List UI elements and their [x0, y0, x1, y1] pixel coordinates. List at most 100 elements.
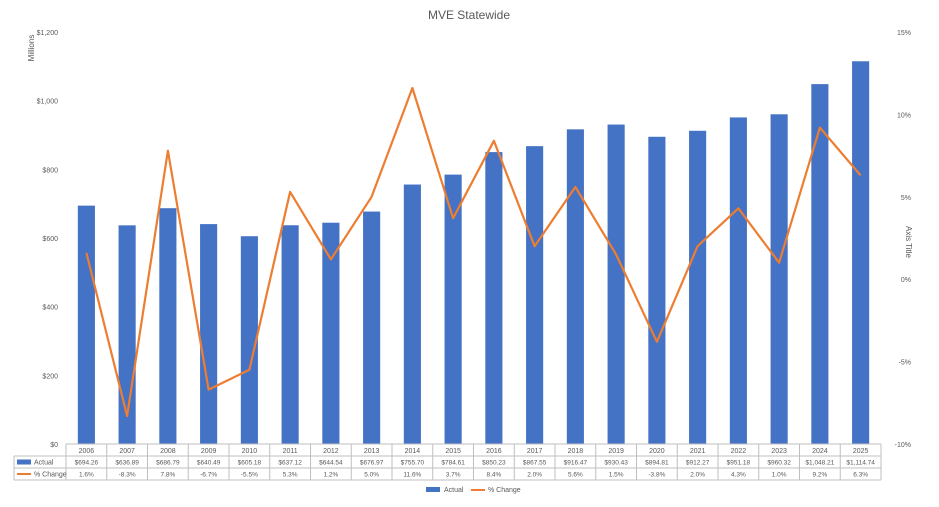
x-tick-label: 2022: [731, 448, 747, 455]
y-left-tick-label: $0: [50, 442, 58, 449]
table-cell: $1,048.21: [805, 460, 834, 467]
legend: Actual % Change: [426, 487, 521, 494]
percent-change-line: [85, 86, 862, 418]
table-cell: $930.43: [604, 460, 628, 467]
bar: [363, 211, 381, 444]
line-series-percent-change: [85, 86, 862, 418]
bar: [485, 152, 503, 444]
table-cell: $605.18: [238, 460, 262, 467]
x-tick-label: 2014: [405, 448, 421, 455]
table-cell: 1.2%: [323, 472, 338, 479]
bar: [240, 236, 258, 444]
x-tick-label: 2023: [771, 448, 787, 455]
x-tick-label: 2007: [119, 448, 135, 455]
table-cell: 7.8%: [160, 472, 175, 479]
bar-series-actual: [77, 61, 870, 445]
table-cell: 1.6%: [79, 472, 94, 479]
bar: [729, 117, 747, 445]
x-tick-label: 2020: [649, 448, 665, 455]
x-tick-label: 2015: [445, 448, 461, 455]
x-tick-label: 2018: [568, 448, 584, 455]
x-tick-label: 2010: [242, 448, 258, 455]
y-left-tick-label: $1,200: [37, 30, 59, 37]
table-cell: 5.0%: [364, 472, 379, 479]
bar: [607, 124, 625, 444]
data-table: 2006 2007 2008 2009 2010 2011 2012 2013 2014 2015…: [13, 443, 882, 481]
legend-label: Actual: [444, 487, 464, 494]
x-tick-label: 2017: [527, 448, 543, 455]
y-left-tick-label: $200: [42, 373, 58, 380]
x-tick-label: 2012: [323, 448, 339, 455]
x-tick-label: 2016: [486, 448, 502, 455]
table-row-header: % Change: [34, 472, 67, 479]
table-cell: $686.79: [156, 460, 180, 467]
table-cell: $755.70: [401, 460, 425, 467]
bar: [403, 184, 421, 444]
y-right-tick-label: 10%: [897, 112, 911, 119]
table-cell: 5.6%: [568, 472, 583, 479]
bar: [200, 224, 218, 444]
table-row-header: Actual: [34, 460, 54, 467]
x-tick-label: 2025: [853, 448, 869, 455]
y-axis-right: -10% -5% 0% 5% 10% 15%: [895, 30, 911, 449]
table-cell: $960.32: [767, 460, 791, 467]
x-tick-label: 2019: [608, 448, 624, 455]
bar: [159, 208, 177, 444]
y-axis-left: $0 $200 $400 $600 $800 $1,000 $1,200: [37, 30, 59, 449]
legend-label: % Change: [488, 487, 521, 494]
bar: [322, 222, 340, 444]
x-tick-label: 2006: [79, 448, 95, 455]
table-cell: 1.5%: [609, 472, 624, 479]
bar: [566, 129, 584, 444]
table-cell: $850.23: [482, 460, 506, 467]
bar: [77, 205, 95, 444]
bar: [526, 146, 544, 444]
bar: [281, 225, 299, 444]
x-tick-label: 2008: [160, 448, 176, 455]
legend-key-actual: [426, 487, 440, 492]
x-tick-label: 2024: [812, 448, 828, 455]
table-cell: -5.5%: [241, 472, 258, 479]
x-tick-label: 2021: [690, 448, 706, 455]
table-cell: 11.6%: [403, 472, 421, 479]
table-cell: $784.61: [441, 460, 465, 467]
table-cell: $867.55: [523, 460, 547, 467]
y-left-tick-label: $400: [42, 305, 58, 312]
table-cell: $916.47: [564, 460, 588, 467]
y-right-tick-label: 0%: [901, 277, 911, 284]
y-right-tick-label: 5%: [901, 195, 911, 202]
y-left-tick-label: $800: [42, 167, 58, 174]
table-cell: $640.49: [197, 460, 221, 467]
table-cell: $637.12: [278, 460, 302, 467]
table-legend-key: [17, 459, 31, 465]
table-cell: $636.89: [115, 460, 139, 467]
bar: [444, 174, 462, 444]
table-cell: $951.18: [727, 460, 751, 467]
y-axis-right-label: Axis Title: [904, 226, 913, 259]
y-left-tick-label: $1,000: [37, 99, 59, 106]
table-cell: $894.81: [645, 460, 669, 467]
y-left-tick-label: $600: [42, 236, 58, 243]
x-tick-label: 2011: [283, 448, 298, 455]
table-cell: $644.54: [319, 460, 343, 467]
bar: [648, 136, 666, 444]
y-axis-left-label: Millions: [27, 35, 36, 62]
table-cell: $1,114.74: [846, 460, 875, 467]
table-cell: 2.0%: [527, 472, 542, 479]
table-cell: 6.3%: [853, 472, 868, 479]
bar: [689, 130, 707, 444]
table-cell: 4.3%: [731, 472, 746, 479]
table-cell: $676.97: [360, 460, 384, 467]
table-cell: 3.7%: [446, 472, 461, 479]
table-cell: 9.2%: [812, 472, 827, 479]
y-right-tick-label: 15%: [897, 30, 911, 37]
table-cell: -8.3%: [119, 472, 136, 479]
table-cell: -3.8%: [648, 472, 665, 479]
table-cell: -6.7%: [200, 472, 217, 479]
table-cell: $694.26: [75, 460, 99, 467]
bar: [770, 114, 788, 444]
chart-title: MVE Statewide: [428, 8, 510, 22]
table-cell: 8.4%: [486, 472, 501, 479]
bar: [811, 84, 829, 444]
